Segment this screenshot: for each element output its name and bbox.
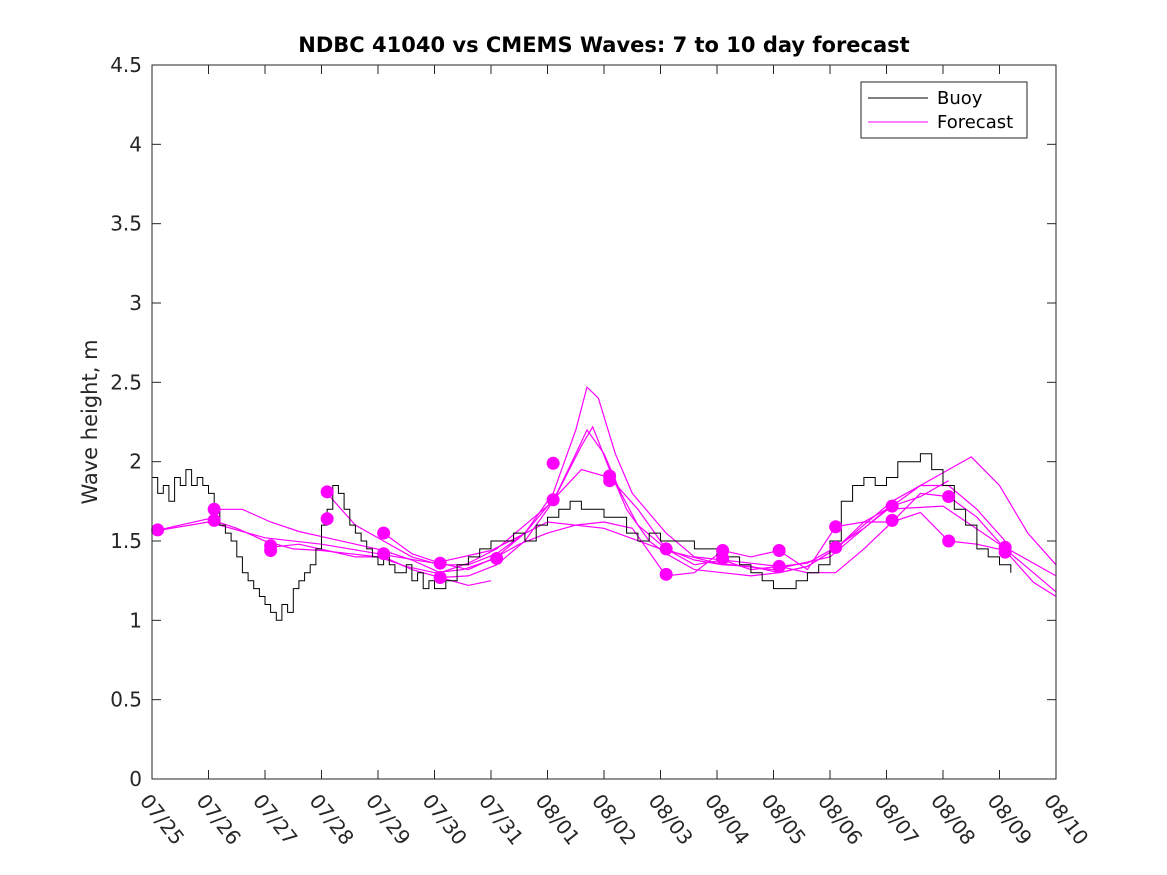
y-tick-label: 1 [129, 608, 142, 632]
forecast-marker [546, 493, 560, 507]
forecast-marker [377, 526, 391, 540]
chart-title: NDBC 41040 vs CMEMS Waves: 7 to 10 day f… [298, 33, 909, 57]
y-axis-label: Wave height, m [78, 339, 102, 504]
forecast-marker [433, 570, 447, 584]
forecast-marker [885, 513, 899, 527]
forecast-marker [207, 513, 221, 527]
y-tick-label: 3.5 [110, 212, 142, 236]
x-tick-label: 08/08 [926, 789, 980, 849]
x-tick-label: 07/26 [192, 789, 246, 849]
plot-background [152, 65, 1056, 779]
forecast-marker [772, 559, 786, 573]
forecast-marker [546, 456, 560, 470]
x-tick-label: 07/25 [135, 789, 189, 849]
buoy-line [152, 453, 1012, 621]
x-tick-label: 07/31 [474, 789, 528, 849]
forecast-marker [659, 542, 673, 556]
legend-box [860, 81, 1028, 139]
forecast-marker [885, 499, 899, 513]
plot-frame [151, 64, 1057, 780]
forecast-marker [490, 551, 504, 565]
forecast-marker [716, 551, 730, 565]
forecast-marker [207, 502, 221, 516]
x-tick-label: 08/03 [644, 789, 698, 849]
legend-buoy-label: Buoy [937, 88, 983, 109]
legend: Buoy Forecast [860, 81, 1028, 139]
y-tick-label: 0.5 [110, 688, 142, 712]
y-tick-label: 1.5 [110, 529, 142, 553]
forecast-marker [151, 523, 165, 537]
forecast-marker [433, 556, 447, 570]
forecast-marker [998, 545, 1012, 559]
x-tick-label: 08/07 [870, 789, 924, 849]
x-tick-label: 07/28 [305, 789, 359, 849]
forecast-line [151, 511, 1057, 598]
forecast-marker [264, 544, 278, 558]
forecast-marker [603, 474, 617, 488]
x-tick-label: 07/27 [248, 789, 302, 849]
forecast-line [439, 576, 492, 587]
x-tick-label: 08/01 [531, 789, 585, 849]
x-tick-label: 07/29 [361, 789, 415, 849]
forecast-marker [942, 534, 956, 548]
forecast-marker [772, 544, 786, 558]
x-tick-label: 08/05 [757, 789, 811, 849]
legend-forecast-label: Forecast [937, 112, 1013, 133]
forecast-marker [320, 512, 334, 526]
forecast-marker [659, 567, 673, 581]
forecast-marker [829, 540, 843, 554]
y-tick-label: 4 [129, 132, 142, 156]
y-tick-label: 2 [129, 450, 142, 474]
y-tick-label: 3 [129, 291, 142, 315]
forecast-marker [942, 490, 956, 504]
x-tick-label: 08/04 [700, 789, 754, 849]
forecast-marker [829, 520, 843, 534]
forecast-marker [377, 547, 391, 561]
x-tick-label: 07/30 [418, 789, 472, 849]
x-tick-label: 08/09 [983, 789, 1037, 849]
forecast-marker [320, 485, 334, 499]
x-tick-label: 08/02 [587, 789, 641, 849]
y-tick-label: 4.5 [110, 53, 142, 77]
data-layer [151, 385, 1057, 621]
y-tick-label: 2.5 [110, 370, 142, 394]
x-tick-label: 08/06 [813, 789, 867, 849]
x-tick-label: 08/10 [1039, 789, 1093, 849]
y-tick-label: 0 [129, 767, 142, 791]
